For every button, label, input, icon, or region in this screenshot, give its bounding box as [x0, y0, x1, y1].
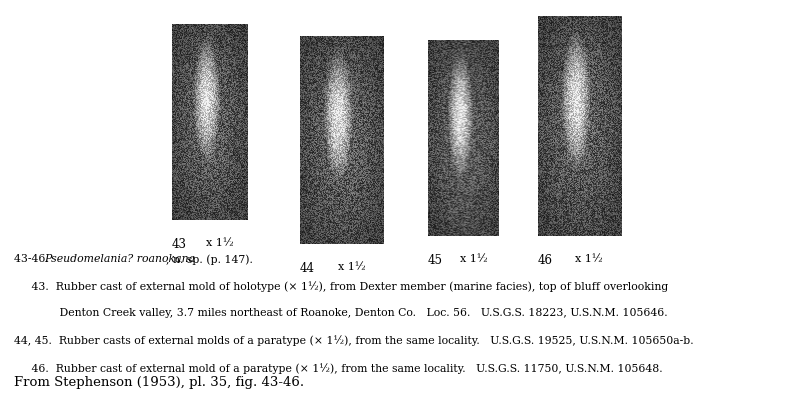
Text: x 1½: x 1½ [460, 254, 487, 264]
Text: 44, 45.  Rubber casts of external molds of a paratype (× 1½), from the same loca: 44, 45. Rubber casts of external molds o… [14, 336, 694, 346]
Text: 46.  Rubber cast of external mold of a paratype (× 1½), from the same locality. : 46. Rubber cast of external mold of a pa… [14, 363, 663, 374]
Text: Pseudomelania? roanokana: Pseudomelania? roanokana [44, 254, 195, 264]
Text: 43.  Rubber cast of external mold of holotype (× 1½), from Dexter member (marine: 43. Rubber cast of external mold of holo… [14, 281, 669, 292]
Text: 45: 45 [428, 254, 443, 267]
Text: x 1½: x 1½ [338, 262, 366, 272]
Text: x 1½: x 1½ [206, 238, 234, 248]
Text: Denton Creek valley, 3.7 miles northeast of Roanoke, Denton Co.   Loc. 56.   U.S: Denton Creek valley, 3.7 miles northeast… [14, 308, 668, 318]
Text: x 1½: x 1½ [575, 254, 603, 264]
Text: From Stephenson (1953), pl. 35, fig. 43-46.: From Stephenson (1953), pl. 35, fig. 43-… [14, 376, 305, 389]
Text: 43-46.: 43-46. [14, 254, 53, 264]
Text: 43: 43 [172, 238, 187, 251]
Text: , n. sp. (p. 147).: , n. sp. (p. 147). [166, 254, 253, 264]
Text: 46: 46 [538, 254, 553, 267]
Text: 44: 44 [300, 262, 315, 275]
